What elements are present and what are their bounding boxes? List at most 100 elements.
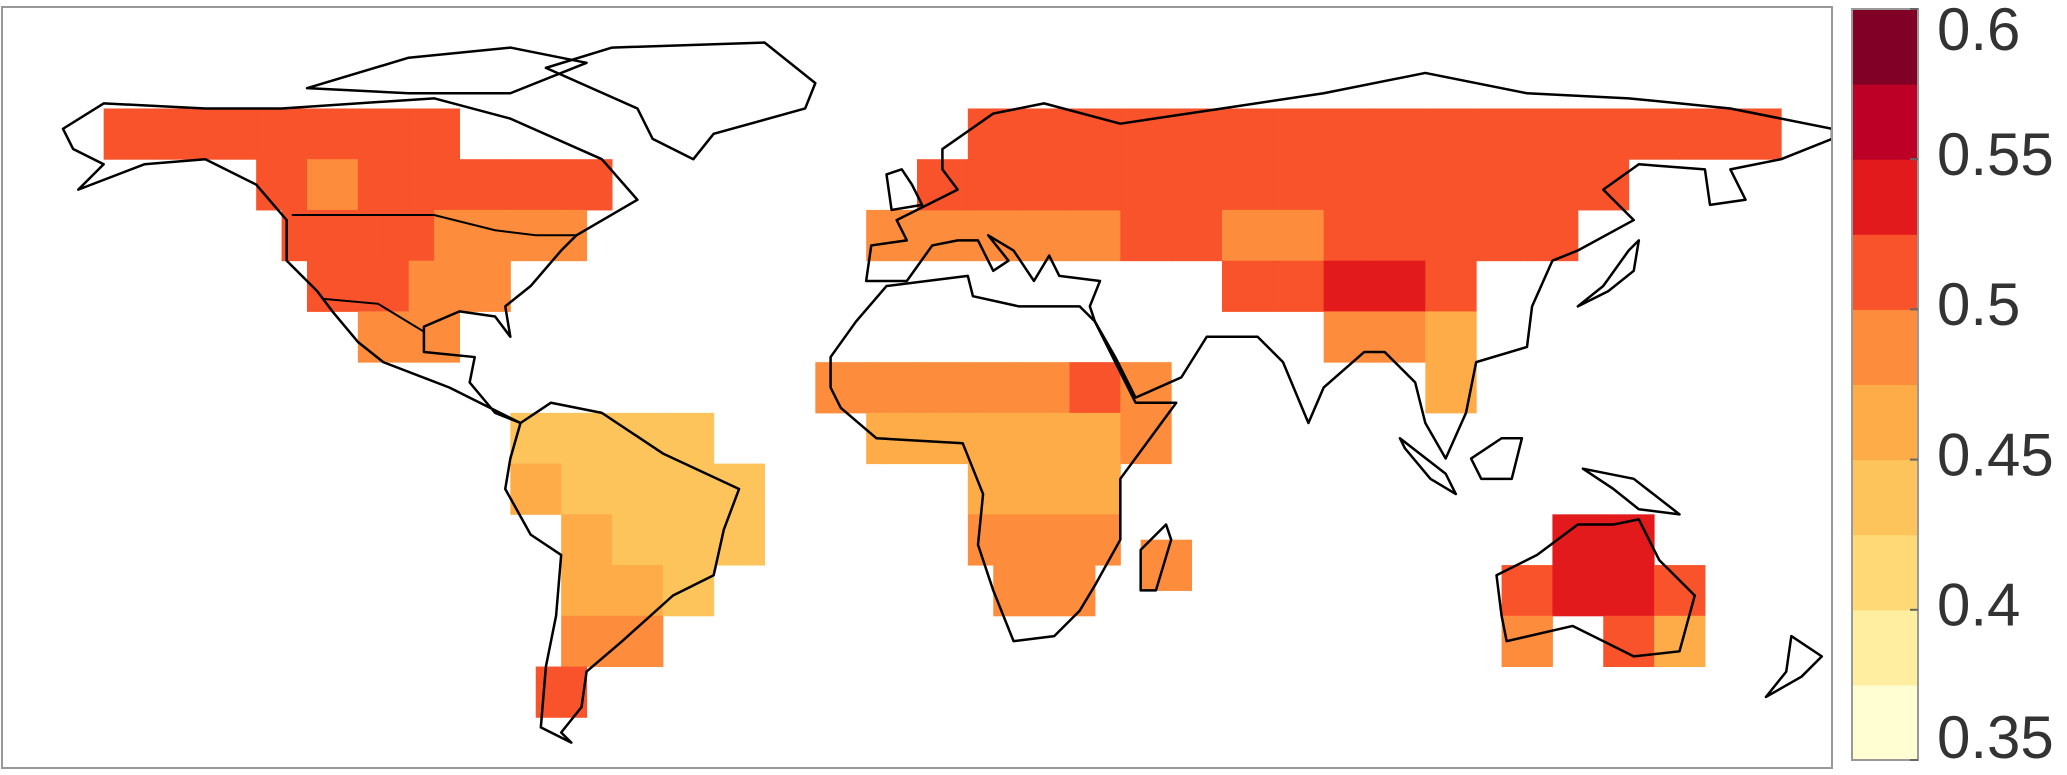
land-new-guinea (1582, 468, 1680, 515)
colorbar-bin (1852, 9, 1918, 85)
map-cell (1222, 159, 1274, 211)
map-cell (993, 565, 1045, 617)
map-cell (459, 159, 511, 211)
colorbar-tick-label: 0.5 (1937, 271, 2020, 338)
map-cell (1323, 260, 1375, 312)
land-new-zealand (1765, 636, 1822, 697)
map-cell (1044, 565, 1096, 617)
colorbar-bin (1852, 384, 1918, 461)
map-cell (307, 108, 359, 160)
map-cell (1425, 260, 1477, 312)
map-cell (1222, 108, 1274, 160)
coastline-australia (1495, 518, 1696, 658)
map-cell (1552, 514, 1604, 566)
map-cell (1374, 108, 1426, 160)
colorbar-bin (1852, 684, 1918, 761)
coastline-south-america (504, 401, 741, 744)
map-cell (1018, 514, 1070, 566)
map-cell (1323, 159, 1375, 211)
map-cell (1323, 209, 1375, 262)
map-cell (561, 514, 613, 566)
map-cell (1272, 260, 1325, 312)
colorbar-bin (1852, 609, 1918, 686)
map-cell (1018, 108, 1070, 160)
map-cell (1069, 362, 1121, 414)
map-cell (1603, 565, 1655, 617)
map-frame (1, 6, 1833, 769)
map-cell (1171, 209, 1223, 262)
border-us-mexico (322, 297, 425, 333)
map-cell (1018, 362, 1070, 414)
map-cell (561, 615, 613, 668)
map-cell (1069, 514, 1121, 566)
map-cell (561, 565, 613, 617)
colorbar-bin (1852, 234, 1918, 310)
map-cell (256, 159, 308, 211)
map-cell (1374, 159, 1426, 211)
map-cell (256, 108, 308, 160)
map-cell (1069, 463, 1121, 515)
coastline-north-america (61, 97, 639, 425)
map-cell (815, 362, 867, 414)
coastline-eurasia (864, 71, 1832, 460)
map-cell (1425, 108, 1477, 160)
map-cell (662, 463, 715, 515)
map-cell (917, 362, 969, 414)
map-cell (1654, 615, 1706, 668)
map-cell (1018, 159, 1070, 211)
map-cell (967, 159, 1020, 211)
land-greenland (545, 42, 816, 160)
coastline-madagascar (1139, 523, 1173, 592)
map-cell (1425, 209, 1477, 262)
map-cell (1425, 362, 1477, 414)
map-cell (1222, 209, 1274, 262)
map-cell (1171, 108, 1223, 160)
map-cell (612, 463, 664, 515)
map-cell (408, 159, 460, 211)
map-cell (1425, 159, 1477, 211)
map-cell (1222, 260, 1274, 312)
map-cell (1527, 108, 1579, 160)
map-cell (510, 463, 562, 515)
map-cell (307, 159, 359, 211)
map-cell (332, 209, 384, 262)
map-cell (1069, 209, 1121, 262)
land-borneo (1471, 438, 1522, 479)
map-cell (1425, 311, 1477, 363)
map-cell (917, 412, 969, 465)
coastline-greenland (544, 41, 817, 161)
map-cell (967, 108, 1020, 160)
land-sumatra (1399, 438, 1456, 495)
map-cell (1069, 412, 1121, 465)
map-cell (307, 260, 359, 312)
map-cell (1140, 539, 1192, 591)
coastline-britain (885, 168, 924, 212)
map-cell (967, 514, 1020, 566)
map-cell (1654, 565, 1706, 617)
map-cell (967, 362, 1020, 414)
map-cell (612, 615, 664, 668)
map-cell (662, 412, 715, 465)
colorbar-bin (1852, 459, 1918, 536)
colorbar-tick-label: 0.6 (1937, 0, 2020, 63)
map-cell (1272, 209, 1325, 262)
map-cell (1501, 565, 1553, 617)
map-cell (1069, 159, 1121, 211)
map-cell (1476, 108, 1528, 160)
map-cell (357, 108, 410, 160)
coastline-africa (829, 274, 1178, 643)
colorbar-tick-label: 0.4 (1937, 572, 2020, 639)
map-cell (1476, 209, 1528, 262)
map-cell (154, 108, 206, 160)
map-cell (662, 514, 715, 566)
map-cell (1323, 311, 1375, 363)
map-cell (561, 463, 613, 515)
map-cell (612, 412, 664, 465)
map-cell (1603, 615, 1655, 668)
coastline-new-guinea (1581, 467, 1681, 516)
coastline-sumatra (1398, 436, 1458, 496)
map-cell (561, 159, 613, 211)
colorbar-tick-label: 0.45 (1937, 421, 2054, 488)
